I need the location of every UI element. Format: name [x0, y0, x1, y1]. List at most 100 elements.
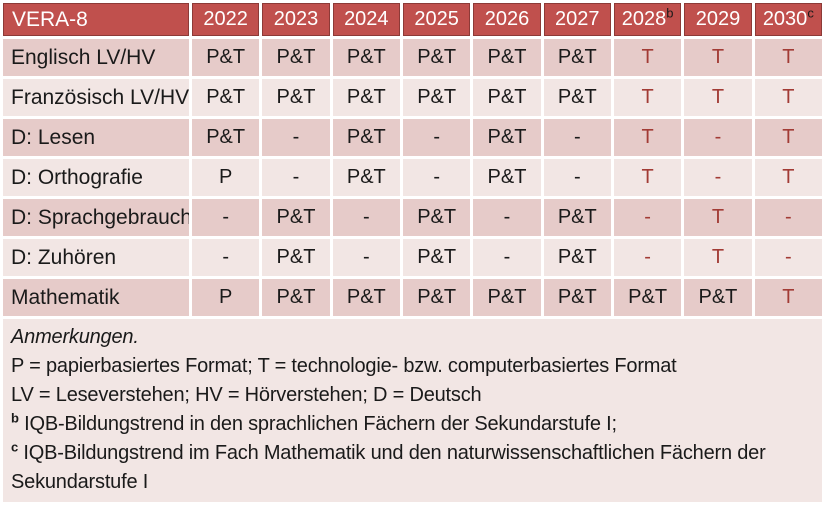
- notes-lines: P = papierbasiertes Format; T = technolo…: [11, 352, 814, 497]
- format-cell: T: [613, 79, 682, 116]
- note-line: c IQB-Bildungstrend im Fach Mathematik u…: [11, 439, 766, 493]
- table-row: Mathematik P P&T P&T P&T P&T P&T P&T P&T T: [3, 279, 822, 316]
- format-cell: P&T: [262, 199, 330, 236]
- format-cell: T: [754, 39, 822, 76]
- notes-heading: Anmerkungen.: [11, 326, 139, 348]
- format-cell: T: [613, 39, 682, 76]
- format-cell: -: [543, 119, 611, 156]
- footnote-marker: c: [807, 5, 814, 21]
- format-cell: P&T: [613, 279, 682, 316]
- table-row: D: Zuhören - P&T - P&T - P&T - T -: [3, 239, 822, 276]
- format-cell: P&T: [473, 39, 541, 76]
- format-cell: P&T: [262, 39, 330, 76]
- format-cell: -: [332, 199, 400, 236]
- row-label: Französisch LV/HV: [3, 79, 189, 116]
- format-cell: P&T: [543, 79, 611, 116]
- year-column-header: 2027: [543, 3, 611, 36]
- format-cell: T: [684, 79, 752, 116]
- format-cell: T: [684, 199, 752, 236]
- format-cell: P&T: [332, 79, 400, 116]
- note-line: P = papierbasiertes Format; T = technolo…: [11, 355, 677, 377]
- format-cell: P&T: [543, 199, 611, 236]
- format-cell: P: [192, 159, 260, 196]
- format-cell: -: [613, 239, 682, 276]
- footnote-marker: b: [666, 5, 674, 21]
- format-cell: -: [684, 119, 752, 156]
- format-cell: -: [192, 239, 260, 276]
- format-cell: T: [613, 119, 682, 156]
- table-row: Französisch LV/HV P&T P&T P&T P&T P&T P&T T T T: [3, 79, 822, 116]
- format-cell: -: [754, 199, 822, 236]
- format-cell: P&T: [192, 119, 260, 156]
- format-cell: -: [192, 199, 260, 236]
- footnote-marker: c: [11, 439, 19, 455]
- format-cell: P&T: [402, 279, 471, 316]
- format-cell: T: [754, 279, 822, 316]
- format-cell: P&T: [332, 119, 400, 156]
- row-label: D: Lesen: [3, 119, 189, 156]
- format-cell: -: [402, 119, 471, 156]
- format-cell: -: [473, 239, 541, 276]
- format-cell: P&T: [402, 39, 471, 76]
- footnote-marker: b: [11, 410, 19, 426]
- format-cell: P&T: [402, 199, 471, 236]
- year-column-header: 2025: [402, 3, 471, 36]
- year-column-header: 2024: [332, 3, 400, 36]
- format-cell: P&T: [543, 39, 611, 76]
- table-row: D: Sprachgebrauch - P&T - P&T - P&T - T -: [3, 199, 822, 236]
- format-cell: P&T: [473, 119, 541, 156]
- format-cell: P&T: [192, 39, 260, 76]
- format-cell: P&T: [684, 279, 752, 316]
- format-cell: T: [754, 119, 822, 156]
- format-cell: P&T: [473, 159, 541, 196]
- format-cell: -: [543, 159, 611, 196]
- row-label: D: Sprachgebrauch: [3, 199, 189, 236]
- format-cell: T: [684, 39, 752, 76]
- format-cell: T: [684, 239, 752, 276]
- format-cell: P&T: [473, 279, 541, 316]
- format-cell: P&T: [332, 159, 400, 196]
- year-column-header: 2028b: [613, 3, 682, 36]
- format-cell: P&T: [332, 39, 400, 76]
- row-label: Englisch LV/HV: [3, 39, 189, 76]
- year-column-header: 2022: [192, 3, 260, 36]
- format-cell: P&T: [262, 279, 330, 316]
- format-cell: -: [754, 239, 822, 276]
- table-title-cell: VERA-8: [3, 3, 189, 36]
- format-cell: P&T: [332, 279, 400, 316]
- format-cell: P&T: [543, 239, 611, 276]
- format-cell: -: [262, 159, 330, 196]
- format-cell: -: [402, 159, 471, 196]
- format-cell: P&T: [262, 239, 330, 276]
- format-cell: P&T: [192, 79, 260, 116]
- format-cell: P: [192, 279, 260, 316]
- format-cell: -: [684, 159, 752, 196]
- format-cell: -: [613, 199, 682, 236]
- table-row: D: Orthografie P - P&T - P&T - T - T: [3, 159, 822, 196]
- note-line: LV = Leseverstehen; HV = Hörverstehen; D…: [11, 384, 482, 406]
- note-line: b IQB-Bildungstrend in den sprachlichen …: [11, 410, 617, 435]
- table-row: Englisch LV/HV P&T P&T P&T P&T P&T P&T T T T: [3, 39, 822, 76]
- format-cell: P&T: [402, 79, 471, 116]
- year-column-header: 2023: [262, 3, 330, 36]
- format-cell: P&T: [543, 279, 611, 316]
- year-column-header: 2030c: [754, 3, 822, 36]
- header-row: VERA-8 2022 2023 2024 2025 2026 2027 2028b 2029…: [3, 3, 822, 36]
- row-label: Mathematik: [3, 279, 189, 316]
- year-column-header: 2026: [473, 3, 541, 36]
- format-cell: P&T: [262, 79, 330, 116]
- format-cell: -: [262, 119, 330, 156]
- format-cell: -: [332, 239, 400, 276]
- table-body: Englisch LV/HV P&T P&T P&T P&T P&T P&T T T T Franz…: [3, 39, 822, 316]
- format-cell: T: [754, 79, 822, 116]
- format-cell: -: [473, 199, 541, 236]
- format-cell: T: [754, 159, 822, 196]
- format-cell: T: [613, 159, 682, 196]
- assessment-table: VERA-8 2022 2023 2024 2025 2026 2027 2028b 2029…: [3, 3, 822, 316]
- notes-block: Anmerkungen. P = papierbasiertes Format;…: [3, 319, 822, 502]
- row-label: D: Orthografie: [3, 159, 189, 196]
- table-row: D: Lesen P&T - P&T - P&T - T - T: [3, 119, 822, 156]
- row-label: D: Zuhören: [3, 239, 189, 276]
- year-column-header: 2029: [684, 3, 752, 36]
